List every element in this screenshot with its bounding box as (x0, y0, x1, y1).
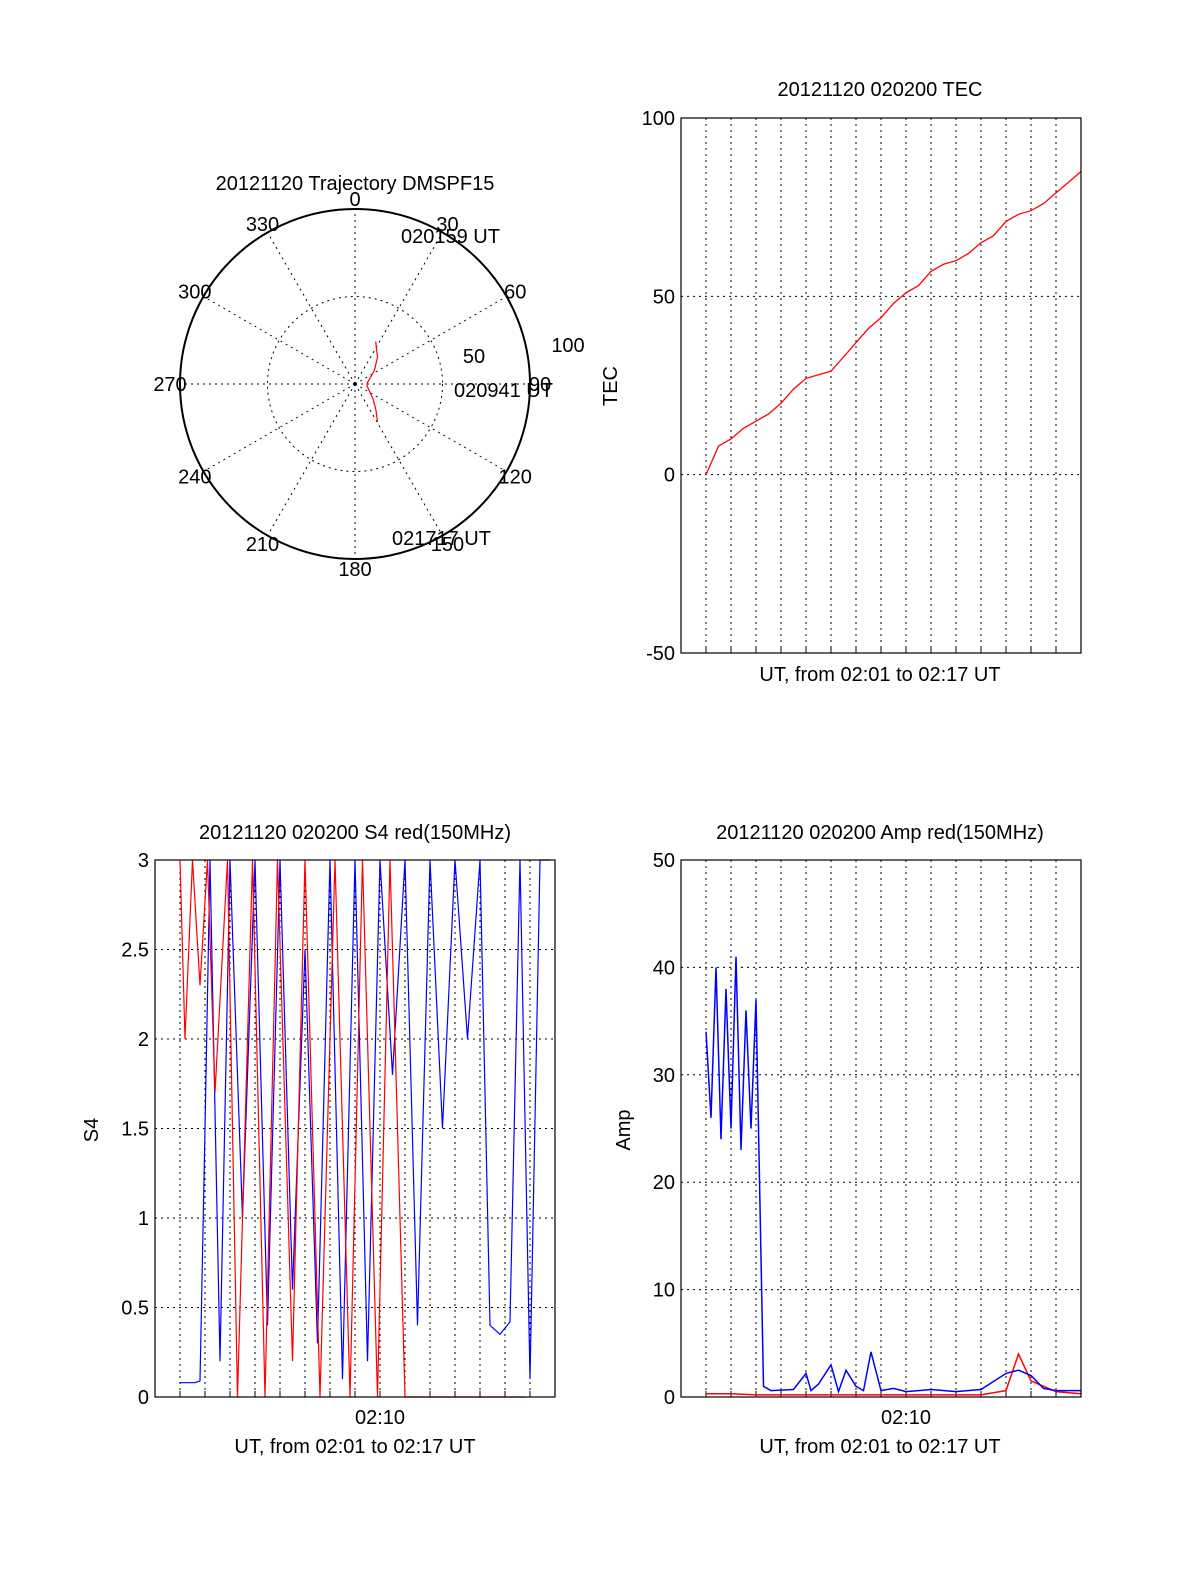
s4-y-label: S4 (81, 1118, 103, 1142)
trajectory-start-time: 020159 UT (401, 226, 500, 248)
polar-spoke-30 (354, 232, 443, 385)
y-tick-label-2.5: 2.5 (121, 940, 149, 962)
tec-title: 20121120 020200 TEC (778, 79, 983, 101)
y-tick-label-100: 100 (642, 108, 675, 130)
s4-panel: 20121120 020200 S4 red(150MHz) 3 2.5 2 1.5 1… (81, 822, 556, 1458)
s4-y-ticks: 3 2.5 2 1.5 1 0.5 0 (121, 850, 149, 1409)
tec-panel: 20121120 020200 TEC 100 50 0 -50 UT, from 0… (600, 79, 1082, 686)
polar-spoke-150 (354, 383, 443, 536)
y-tick-label-0: 0 (138, 1387, 149, 1409)
tec-y-ticks: 100 50 0 -50 (642, 108, 675, 665)
y-tick-label-2: 2 (138, 1029, 149, 1051)
amp-y-label: Amp (613, 1109, 635, 1150)
amp-blue-series-line (705, 956, 1081, 1395)
y-tick-label-0.5: 0.5 (121, 1298, 149, 1320)
polar-spoke-120 (354, 383, 507, 472)
amp-title: 20121120 020200 Amp red(150MHz) (716, 822, 1044, 844)
trajectory-end-time: 021717 UT (392, 528, 491, 550)
y-tick-label-0: 0 (664, 465, 675, 487)
y-tick-label-1: 1 (138, 1208, 149, 1230)
polar-angle-label-210: 210 (246, 534, 279, 556)
amp-red-series-line (706, 1351, 1082, 1396)
amp-x-tick-label: 02:10 (881, 1407, 931, 1429)
tec-x-label: UT, from 02:01 to 02:17 UT (759, 664, 1000, 686)
y-tick-label-20: 20 (653, 1172, 675, 1194)
tec-y-label: TEC (600, 366, 622, 406)
polar-angle-label-150: 150 (431, 534, 464, 556)
polar-spokes (180, 209, 530, 559)
s4-x-tick-label: 02:10 (355, 1407, 405, 1429)
amp-plot-frame (680, 859, 1082, 1398)
y-tick-label-40: 40 (653, 957, 675, 979)
trajectory-polar-panel: 20121120 Trajectory DMSPF15 0 30 60 90 120 15… (153, 173, 584, 581)
polar-spoke-300 (203, 296, 356, 385)
polar-angle-label-90: 90 (529, 374, 551, 396)
amp-x-label: UT, from 02:01 to 02:17 UT (759, 1436, 1000, 1458)
s4-red-series-line (179, 859, 525, 1398)
y-tick-label-0: 0 (664, 1387, 675, 1409)
polar-spoke-330 (267, 232, 356, 385)
y-tick-label-30: 30 (653, 1065, 675, 1087)
radius-label-50: 50 (463, 346, 485, 368)
tec-plot-frame (680, 117, 1082, 654)
polar-angle-label-60: 60 (504, 282, 526, 304)
amp-panel: 20121120 020200 Amp red(150MHz) 50 40 30 20… (613, 822, 1082, 1458)
trajectory-mid-time: 020941 UT (454, 380, 553, 402)
polar-angle-label-300: 300 (178, 282, 211, 304)
polar-angle-label-30: 30 (436, 214, 458, 236)
y-tick-label-3: 3 (138, 850, 149, 872)
polar-angle-label-240: 240 (178, 467, 211, 489)
radius-label-100: 100 (551, 335, 584, 357)
s4-plot-frame (154, 859, 556, 1398)
polar-spoke-210 (267, 383, 356, 536)
tec-series-line (705, 171, 1082, 475)
y-tick-label-10: 10 (653, 1280, 675, 1302)
polar-spoke-60 (354, 296, 507, 385)
y-tick-label--50: -50 (646, 643, 675, 665)
amp-grid (681, 860, 1081, 1397)
polar-angle-label-180: 180 (338, 559, 371, 581)
polar-inner-ring (267, 296, 443, 472)
polar-angle-label-330: 330 (246, 214, 279, 236)
amp-y-ticks: 50 40 30 20 10 0 (653, 850, 675, 1409)
s4-x-label: UT, from 02:01 to 02:17 UT (234, 1436, 475, 1458)
tec-grid (681, 118, 1081, 653)
y-tick-label-1.5: 1.5 (121, 1119, 149, 1141)
polar-angle-label-120: 120 (499, 467, 532, 489)
s4-title: 20121120 020200 S4 red(150MHz) (199, 822, 511, 844)
y-tick-label-50: 50 (653, 286, 675, 308)
polar-spoke-240 (203, 383, 356, 472)
polar-angle-labels: 0 30 60 90 120 150 180 210 240 270 300 330 (153, 189, 551, 581)
polar-angle-label-270: 270 (153, 374, 186, 396)
trajectory-title: 20121120 Trajectory DMSPF15 (216, 173, 495, 195)
trajectory-track (366, 341, 379, 422)
y-tick-label-50: 50 (653, 850, 675, 872)
polar-angle-label-0: 0 (349, 189, 360, 211)
